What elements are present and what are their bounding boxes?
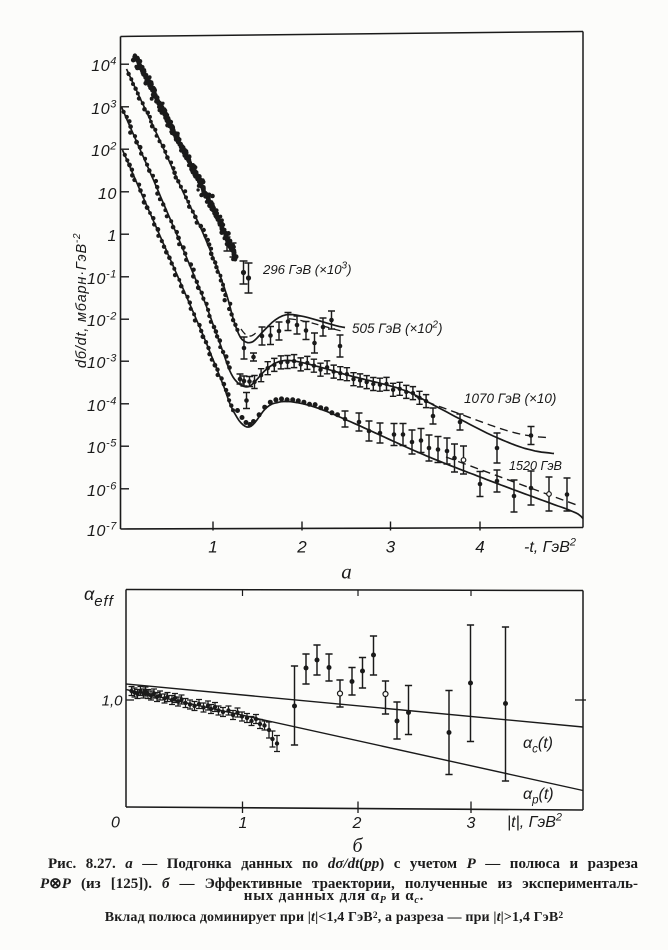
- svg-text:10: 10: [98, 186, 117, 203]
- svg-text:dб/dt, мбарн·ГэВ-2: dб/dt, мбарн·ГэВ-2: [72, 233, 90, 368]
- svg-text:10-4: 10-4: [87, 395, 117, 415]
- svg-text:-t, ГэВ2: -t, ГэВ2: [524, 537, 576, 557]
- svg-text:4: 4: [475, 538, 484, 557]
- svg-text:296 ГэВ (×103): 296 ГэВ (×103): [262, 261, 352, 278]
- svg-text:10-1: 10-1: [87, 268, 117, 288]
- svg-text:αeff: αeff: [84, 584, 115, 610]
- svg-text:αc(t): αc(t): [523, 735, 553, 756]
- svg-text:3: 3: [467, 815, 476, 832]
- svg-text:10-7: 10-7: [87, 521, 117, 541]
- svg-text:2: 2: [352, 815, 362, 832]
- svg-text:1520 ГэВ: 1520 ГэВ: [509, 459, 562, 473]
- svg-text:1: 1: [108, 228, 118, 245]
- svg-text:1,0: 1,0: [102, 693, 124, 710]
- svg-text:αp(t): αp(t): [523, 786, 554, 807]
- svg-text:103: 103: [91, 98, 117, 118]
- svg-text:2: 2: [296, 538, 307, 557]
- svg-text:3: 3: [386, 538, 396, 557]
- svg-text:|t|, ГэВ2: |t|, ГэВ2: [507, 812, 562, 832]
- svg-text:505 ГэВ (×102): 505 ГэВ (×102): [352, 320, 442, 337]
- svg-text:10-2: 10-2: [87, 311, 117, 331]
- svg-text:1070 ГэВ (×10): 1070 ГэВ (×10): [464, 391, 556, 406]
- svg-text:10-5: 10-5: [87, 438, 117, 458]
- svg-text:104: 104: [91, 56, 117, 76]
- svg-text:102: 102: [91, 141, 117, 161]
- svg-text:10-6: 10-6: [87, 480, 117, 500]
- svg-text:1: 1: [239, 815, 248, 832]
- svg-text:0: 0: [111, 815, 120, 832]
- svg-text:1: 1: [208, 538, 217, 557]
- svg-text:а: а: [341, 560, 352, 584]
- svg-text:10-3: 10-3: [87, 353, 117, 373]
- svg-text:б: б: [352, 835, 363, 857]
